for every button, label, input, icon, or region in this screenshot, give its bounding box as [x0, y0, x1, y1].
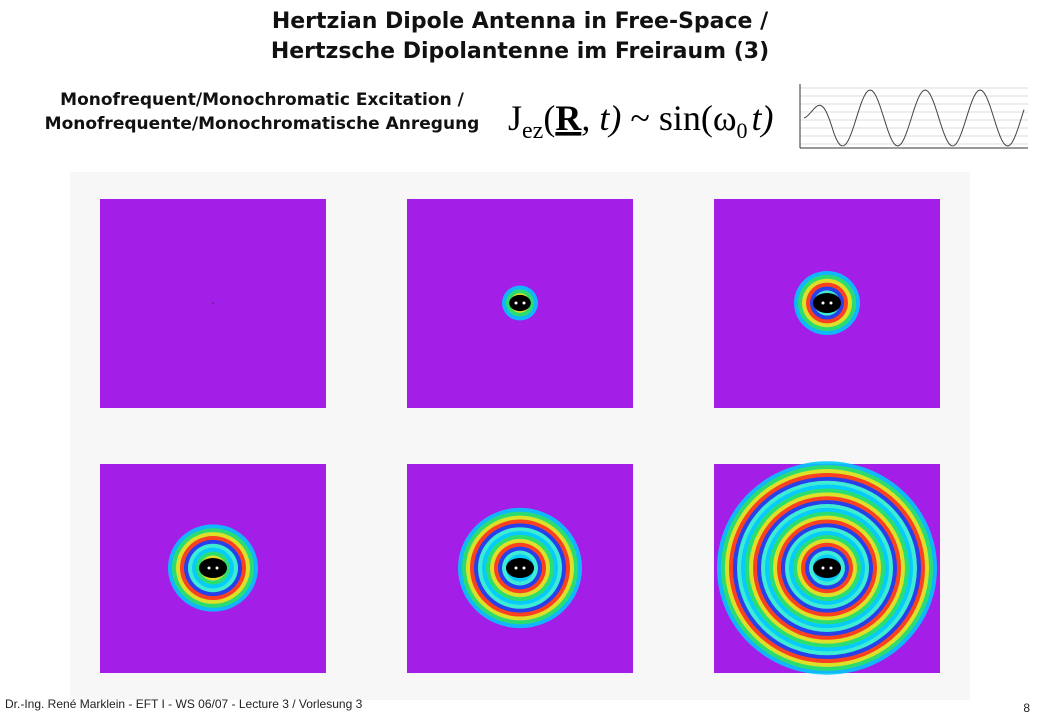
source-dot — [522, 566, 526, 570]
source-dot — [829, 566, 833, 570]
field-panels — [100, 199, 940, 675]
sine-curve — [803, 89, 1025, 147]
footer-text: Dr.-Ing. René Marklein - EFT I - WS 06/0… — [5, 697, 363, 711]
near-field — [813, 293, 841, 313]
formula-part: J — [508, 98, 522, 138]
title-line: Hertzsche Dipolantenne im Freiraum (3) — [271, 39, 769, 64]
formula-sub: 0 — [737, 118, 748, 143]
source-dot — [215, 566, 219, 570]
formula-part: ( — [543, 98, 555, 138]
source-dot — [821, 301, 825, 305]
page-number: 8 — [1023, 701, 1030, 715]
formula-sub: ez — [522, 118, 543, 144]
near-field — [506, 558, 534, 578]
source-dot — [821, 566, 825, 570]
source-dot — [514, 566, 518, 570]
subtitle-line: Monofrequente/Monochromatische Anregung — [45, 114, 480, 134]
subtitle-line: Monofrequent/Monochromatic Excitation / — [60, 90, 464, 110]
source-dot — [522, 301, 526, 305]
near-field — [509, 294, 531, 312]
formula: Jez(R, t) ~ sin(ω0 t) — [508, 98, 774, 144]
formula-part: sin(ω — [659, 98, 737, 138]
plot-bg — [790, 76, 1030, 158]
formula-part: ~ — [621, 98, 658, 138]
formula-part: , t) — [581, 98, 621, 138]
excitation-plot — [790, 76, 1030, 158]
source-dot — [829, 301, 833, 305]
formula-part: t) — [752, 98, 774, 138]
source-dot — [212, 302, 214, 304]
near-field — [199, 558, 227, 578]
source-dot — [514, 301, 518, 305]
title-line: Hertzian Dipole Antenna in Free-Space / — [272, 9, 769, 34]
formula-part: R — [555, 98, 582, 138]
near-field — [813, 558, 841, 578]
source-dot — [207, 566, 211, 570]
